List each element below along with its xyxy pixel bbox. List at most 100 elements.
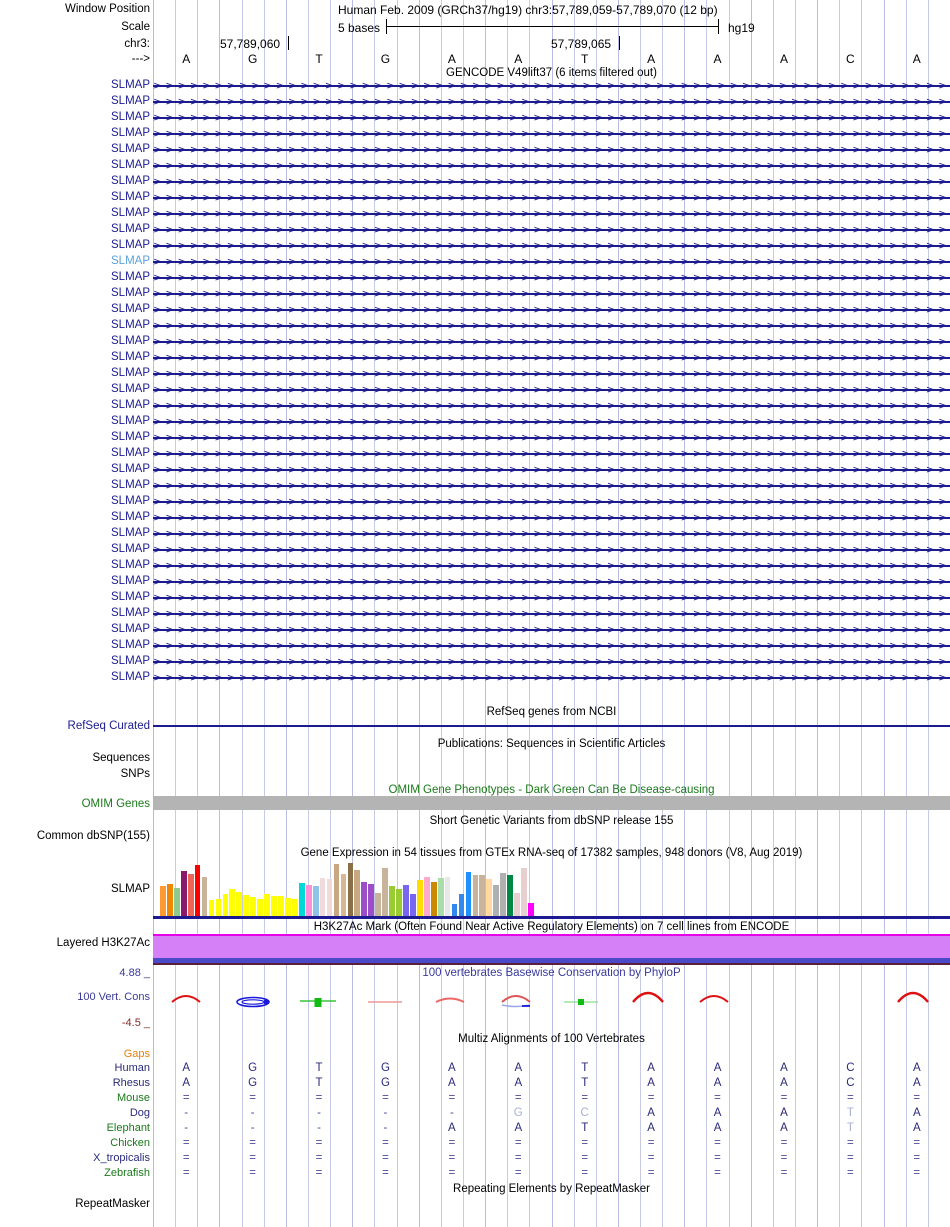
gtex-tissue-bar[interactable] [201,876,208,916]
gencode-gene-label[interactable]: SLMAP [111,399,150,411]
gtex-tissue-bar[interactable] [416,880,423,916]
gtex-tissue-bar[interactable] [472,874,479,916]
gencode-gene-label[interactable]: SLMAP [111,207,150,219]
gencode-gene-label[interactable]: SLMAP [111,591,150,603]
gencode-gene-label[interactable]: SLMAP [111,175,150,187]
gencode-gene-label[interactable]: SLMAP [111,623,150,635]
gtex-tissue-bar[interactable] [368,883,375,916]
gtex-tissue-bar[interactable] [528,903,534,916]
gencode-gene-label[interactable]: SLMAP [111,351,150,363]
gtex-tissue-bar[interactable] [194,864,201,916]
gtex-tissue-bar[interactable] [208,899,215,916]
gencode-transcript-row[interactable]: >>>>>>>>>>>>>>>>>>>>>>>>>>>>>>>>>>>>>>>>… [153,80,950,92]
gtex-tissue-bar[interactable] [326,878,333,916]
gencode-gene-label[interactable]: SLMAP [111,511,150,523]
gencode-transcript-row[interactable]: >>>>>>>>>>>>>>>>>>>>>>>>>>>>>>>>>>>>>>>>… [153,128,950,140]
gencode-gene-label[interactable]: SLMAP [111,639,150,651]
gencode-transcript-row[interactable]: >>>>>>>>>>>>>>>>>>>>>>>>>>>>>>>>>>>>>>>>… [153,96,950,108]
gencode-transcript-row[interactable]: >>>>>>>>>>>>>>>>>>>>>>>>>>>>>>>>>>>>>>>>… [153,304,950,316]
gtex-tissue-bar[interactable] [410,893,416,916]
gencode-gene-label[interactable]: SLMAP [111,495,150,507]
gtex-tissue-bar[interactable] [479,875,486,916]
gtex-tissue-bar[interactable] [222,893,229,916]
gencode-transcript-row[interactable]: >>>>>>>>>>>>>>>>>>>>>>>>>>>>>>>>>>>>>>>>… [153,208,950,220]
gtex-tissue-bar[interactable] [465,871,472,916]
gtex-tissue-bar[interactable] [521,867,527,916]
gencode-gene-label[interactable]: SLMAP [111,575,150,587]
gencode-transcript-row[interactable]: >>>>>>>>>>>>>>>>>>>>>>>>>>>>>>>>>>>>>>>>… [153,560,950,572]
gtex-tissue-bar[interactable] [180,870,187,916]
gencode-gene-label[interactable]: SLMAP [111,383,150,395]
gtex-tissue-bar[interactable] [257,898,263,916]
gtex-tissue-bar[interactable] [347,863,354,916]
gencode-transcript-row[interactable]: >>>>>>>>>>>>>>>>>>>>>>>>>>>>>>>>>>>>>>>>… [153,448,950,460]
gtex-tissue-bar[interactable] [173,888,180,916]
gencode-transcript-row[interactable]: >>>>>>>>>>>>>>>>>>>>>>>>>>>>>>>>>>>>>>>>… [153,496,950,508]
gtex-tissue-bar[interactable] [340,873,347,916]
gencode-gene-label[interactable]: SLMAP [111,287,150,299]
gencode-gene-label[interactable]: SLMAP [111,527,150,539]
gencode-transcript-row[interactable]: >>>>>>>>>>>>>>>>>>>>>>>>>>>>>>>>>>>>>>>>… [153,272,950,284]
gencode-transcript-row[interactable]: >>>>>>>>>>>>>>>>>>>>>>>>>>>>>>>>>>>>>>>>… [153,464,950,476]
gencode-transcript-row[interactable]: >>>>>>>>>>>>>>>>>>>>>>>>>>>>>>>>>>>>>>>>… [153,512,950,524]
gencode-gene-label[interactable]: SLMAP [111,271,150,283]
gencode-gene-label[interactable]: SLMAP [111,655,150,667]
gencode-transcript-row[interactable]: >>>>>>>>>>>>>>>>>>>>>>>>>>>>>>>>>>>>>>>>… [153,192,950,204]
gencode-gene-label[interactable]: SLMAP [111,111,150,123]
gencode-transcript-row[interactable]: >>>>>>>>>>>>>>>>>>>>>>>>>>>>>>>>>>>>>>>>… [153,672,950,684]
gencode-transcript-row[interactable]: >>>>>>>>>>>>>>>>>>>>>>>>>>>>>>>>>>>>>>>>… [153,656,950,668]
gencode-transcript-row[interactable]: >>>>>>>>>>>>>>>>>>>>>>>>>>>>>>>>>>>>>>>>… [153,256,950,268]
gencode-gene-label[interactable]: SLMAP [111,367,150,379]
gencode-transcript-row[interactable]: >>>>>>>>>>>>>>>>>>>>>>>>>>>>>>>>>>>>>>>>… [153,368,950,380]
gencode-gene-label[interactable]: SLMAP [111,415,150,427]
gencode-gene-label[interactable]: SLMAP [111,607,150,619]
gencode-gene-label[interactable]: SLMAP [111,479,150,491]
gencode-transcript-row[interactable]: >>>>>>>>>>>>>>>>>>>>>>>>>>>>>>>>>>>>>>>>… [153,240,950,252]
multiz-species-label[interactable]: Mouse [116,1092,150,1104]
gtex-tissue-bar[interactable] [396,889,402,916]
multiz-species-label[interactable]: Chicken [110,1137,150,1149]
gtex-tissue-bar[interactable] [215,898,222,916]
gtex-tissue-bar[interactable] [444,876,451,916]
gencode-transcript-row[interactable]: >>>>>>>>>>>>>>>>>>>>>>>>>>>>>>>>>>>>>>>>… [153,320,950,332]
gtex-tissue-bar[interactable] [250,896,256,916]
gtex-tissue-bar[interactable] [298,882,305,916]
gencode-transcript-row[interactable]: >>>>>>>>>>>>>>>>>>>>>>>>>>>>>>>>>>>>>>>>… [153,528,950,540]
gencode-transcript-row[interactable]: >>>>>>>>>>>>>>>>>>>>>>>>>>>>>>>>>>>>>>>>… [153,544,950,556]
gencode-transcript-row[interactable]: >>>>>>>>>>>>>>>>>>>>>>>>>>>>>>>>>>>>>>>>… [153,480,950,492]
gencode-transcript-row[interactable]: >>>>>>>>>>>>>>>>>>>>>>>>>>>>>>>>>>>>>>>>… [153,384,950,396]
gtex-tissue-bar[interactable] [382,868,388,916]
gencode-gene-label[interactable]: SLMAP [111,559,150,571]
gtex-tissue-bar[interactable] [361,881,368,916]
gtex-tissue-bar[interactable] [375,893,381,916]
gencode-transcript-row[interactable]: >>>>>>>>>>>>>>>>>>>>>>>>>>>>>>>>>>>>>>>>… [153,352,950,364]
gtex-tissue-bar[interactable] [354,869,361,916]
multiz-species-label[interactable]: Rhesus [112,1077,150,1089]
gencode-transcript-row[interactable]: >>>>>>>>>>>>>>>>>>>>>>>>>>>>>>>>>>>>>>>>… [153,400,950,412]
multiz-species-label[interactable]: Human [114,1062,150,1074]
gtex-tissue-bar[interactable] [236,891,243,916]
gtex-tissue-bar[interactable] [229,888,236,916]
gtex-tissue-bar[interactable] [451,904,458,916]
gtex-tissue-bar[interactable] [423,877,430,916]
gtex-tissue-bar[interactable] [437,878,444,916]
multiz-species-label[interactable]: X_tropicalis [93,1152,150,1164]
gencode-transcript-row[interactable]: >>>>>>>>>>>>>>>>>>>>>>>>>>>>>>>>>>>>>>>>… [153,624,950,636]
gencode-gene-label[interactable]: SLMAP [111,463,150,475]
gtex-tissue-bar[interactable] [430,881,437,916]
gtex-tissue-bar[interactable] [403,884,409,916]
gencode-gene-label[interactable]: SLMAP [111,447,150,459]
gtex-tissue-bar[interactable] [291,899,298,916]
gtex-tissue-bar[interactable] [271,895,277,916]
gencode-gene-label[interactable]: SLMAP [111,335,150,347]
gencode-gene-label[interactable]: SLMAP [111,143,150,155]
gtex-tissue-bar[interactable] [187,873,194,916]
gencode-transcript-row[interactable]: >>>>>>>>>>>>>>>>>>>>>>>>>>>>>>>>>>>>>>>>… [153,608,950,620]
multiz-species-label[interactable]: Zebrafish [104,1167,150,1179]
gencode-transcript-row[interactable]: >>>>>>>>>>>>>>>>>>>>>>>>>>>>>>>>>>>>>>>>… [153,160,950,172]
gencode-transcript-row[interactable]: >>>>>>>>>>>>>>>>>>>>>>>>>>>>>>>>>>>>>>>>… [153,224,950,236]
gencode-transcript-row[interactable]: >>>>>>>>>>>>>>>>>>>>>>>>>>>>>>>>>>>>>>>>… [153,592,950,604]
gencode-transcript-row[interactable]: >>>>>>>>>>>>>>>>>>>>>>>>>>>>>>>>>>>>>>>>… [153,576,950,588]
gencode-gene-label[interactable]: SLMAP [111,191,150,203]
gtex-tissue-bar[interactable] [500,873,506,916]
